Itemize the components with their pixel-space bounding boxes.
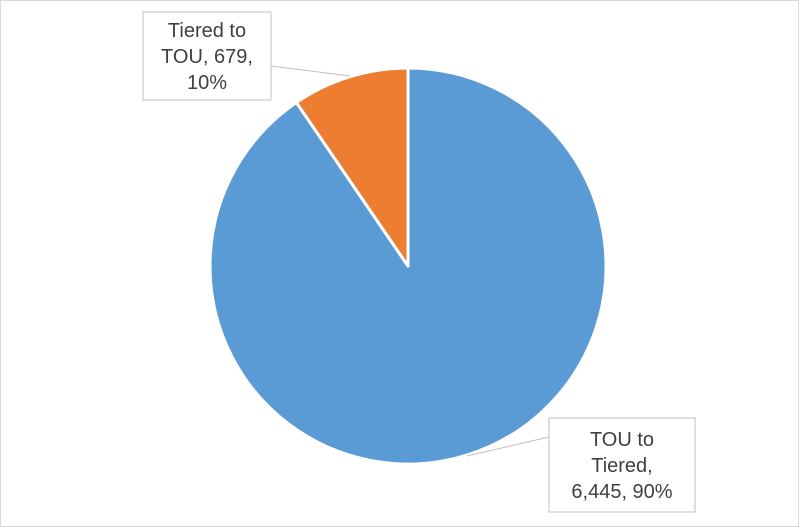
- data-label-line: TOU, 679,: [161, 46, 253, 68]
- data-label-line: Tiered,: [591, 455, 653, 477]
- pie-slices: [208, 66, 608, 466]
- leader-line: [270, 65, 351, 77]
- data-label-line: Tiered to: [168, 20, 246, 42]
- data-label: Tiered to TOU, 679, 10%: [142, 11, 272, 101]
- data-label-box: [142, 11, 272, 101]
- data-label-text: Tiered to TOU, 679, 10%: [161, 20, 253, 94]
- data-label-text: TOU to Tiered, 6,445, 90%: [571, 429, 672, 503]
- data-label-line: TOU to: [590, 429, 654, 451]
- pie-slice-tou-to-tiered: [208, 66, 608, 466]
- data-labels: TOU to Tiered, 6,445, 90% Tiered to TOU, 679…: [142, 11, 696, 513]
- leader-line: [466, 436, 550, 457]
- data-label: TOU to Tiered, 6,445, 90%: [548, 417, 696, 513]
- data-label-box: [548, 417, 696, 513]
- data-label-line: 10%: [187, 72, 227, 94]
- data-label-line: 6,445, 90%: [571, 481, 672, 503]
- pie-slice-tiered-to-tou: [294, 66, 410, 268]
- leader-lines: [270, 65, 550, 457]
